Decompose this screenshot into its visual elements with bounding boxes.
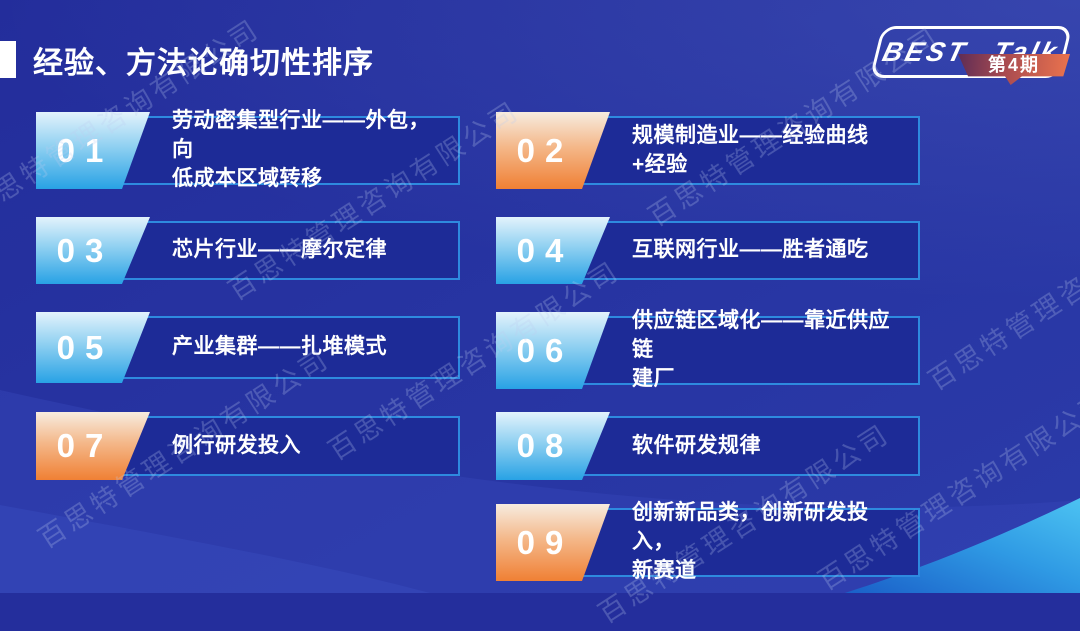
bottom-right-wave: [845, 498, 1080, 593]
rank-number: 05: [56, 328, 114, 366]
rank-card-09: 09 创新新品类，创新研发投入， 新赛道: [496, 501, 920, 582]
rank-number: 06: [516, 331, 574, 369]
rank-number: 09: [516, 523, 574, 561]
rank-text: 互联网行业——胜者通吃: [632, 238, 869, 262]
title-accent-bar: [0, 41, 16, 78]
rank-card-06: 06 供应链区域化——靠近供应链 建厂: [496, 309, 920, 390]
rank-card-03: 03 芯片行业——摩尔定律: [36, 217, 460, 284]
card-border-box: [560, 416, 920, 476]
rank-text: 芯片行业——摩尔定律: [172, 238, 387, 262]
rank-card-02: 02 规模制造业——经验曲线 +经验: [496, 112, 920, 189]
rank-text: 供应链区域化——靠近供应链 建厂: [632, 309, 890, 390]
rank-text: 规模制造业——经验曲线 +经验: [632, 123, 869, 176]
rank-number: 07: [56, 427, 114, 464]
rank-number: 08: [516, 427, 574, 464]
rank-number: 03: [56, 231, 114, 269]
rank-text: 产业集群——扎堆模式: [172, 335, 387, 359]
rank-card-07: 07 例行研发投入: [36, 412, 460, 480]
card-border-box: [100, 416, 460, 476]
rank-card-08: 08 软件研发规律: [496, 412, 920, 480]
rank-text: 例行研发投入: [172, 433, 301, 457]
rank-text: 创新新品类，创新研发投入， 新赛道: [632, 501, 869, 582]
bottom-left-band: [0, 505, 430, 593]
card-border-box: [560, 508, 920, 577]
rank-number: 01: [56, 131, 114, 169]
card-border-box: [560, 221, 920, 280]
rank-number: 04: [516, 231, 574, 269]
card-border-box: [560, 316, 920, 385]
rank-number: 02: [516, 131, 574, 169]
card-border-box: [100, 316, 460, 379]
rank-text: 劳动密集型行业——外包，向 低成本区域转移: [172, 109, 430, 190]
rank-card-04: 04 互联网行业——胜者通吃: [496, 217, 920, 284]
page-title: 经验、方法论确切性排序: [33, 47, 374, 80]
card-border-box: [100, 221, 460, 280]
card-border-box: [560, 116, 920, 185]
rank-text: 软件研发规律: [632, 433, 761, 457]
rank-card-05: 05 产业集群——扎堆模式: [36, 312, 460, 383]
rank-card-01: 01 劳动密集型行业——外包，向 低成本区域转移: [36, 109, 460, 190]
